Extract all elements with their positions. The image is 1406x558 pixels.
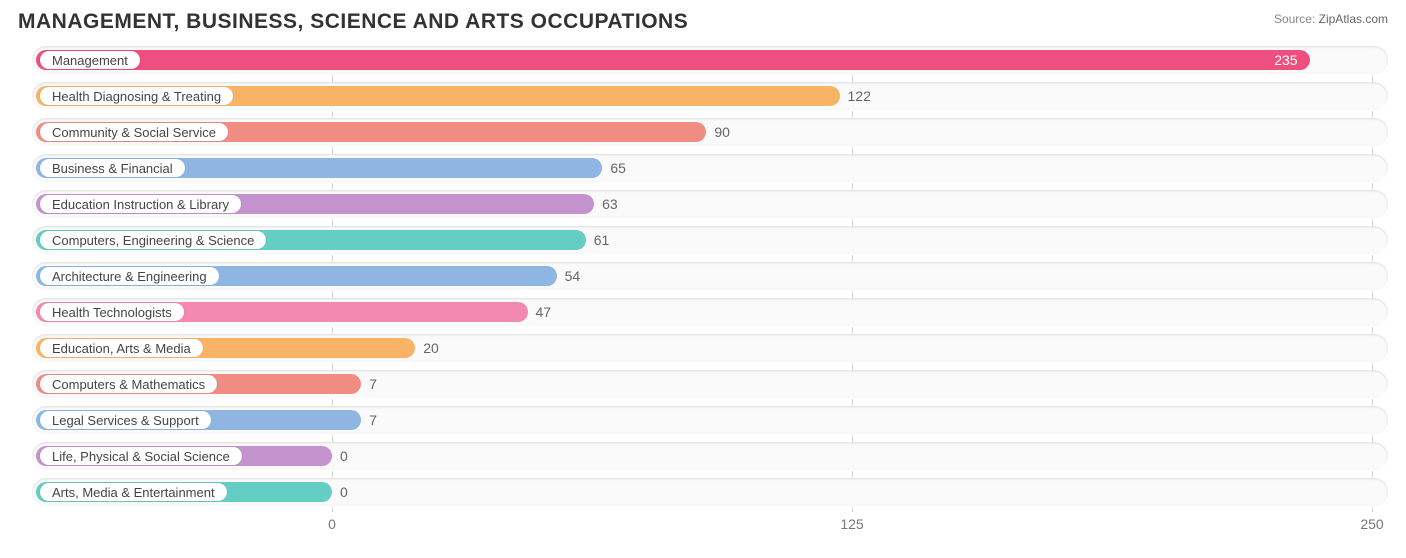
bar-label-pill: Community & Social Service [40,123,228,141]
bar-value: 7 [361,406,377,434]
bar-row: Computers & Mathematics 7 [32,370,1388,398]
x-tick: 250 [1360,516,1383,532]
bar-value: 20 [415,334,439,362]
source-prefix: Source: [1274,12,1315,26]
bar-row: Education, Arts & Media 20 [32,334,1388,362]
bar-chart: 235 Management Health Diagnosing & Treatin… [18,46,1388,536]
bar-value: 65 [602,154,626,182]
chart-title: MANAGEMENT, BUSINESS, SCIENCE AND ARTS O… [18,10,688,34]
bar-row: Legal Services & Support 7 [32,406,1388,434]
bar-row: Computers, Engineering & Science 61 [32,226,1388,254]
chart-source: Source: ZipAtlas.com [1274,10,1388,26]
x-axis: 0 125 250 [32,514,1388,536]
bar-fill: 235 [36,50,1310,70]
bar-label-pill: Education, Arts & Media [40,339,203,357]
bar-label-pill: Health Diagnosing & Treating [40,87,233,105]
bar-value: 63 [594,190,618,218]
bar-value: 235 [1274,50,1297,70]
bar-value: 54 [557,262,581,290]
plot-area: 235 Management Health Diagnosing & Treatin… [32,46,1388,536]
bar-value: 47 [528,298,552,326]
bar-label-pill: Arts, Media & Entertainment [40,483,227,501]
bar-row: Community & Social Service 90 [32,118,1388,146]
x-tick: 125 [840,516,863,532]
bar-value: 90 [706,118,730,146]
bar-row: Life, Physical & Social Science 0 [32,442,1388,470]
x-tick: 0 [328,516,336,532]
bar-label-pill: Architecture & Engineering [40,267,219,285]
bar-value: 0 [332,478,348,506]
bar-label-pill: Business & Financial [40,159,185,177]
bar-value: 0 [332,442,348,470]
bar-row: Health Diagnosing & Treating 122 [32,82,1388,110]
bar-label-pill: Legal Services & Support [40,411,211,429]
bar-label-pill: Health Technologists [40,303,184,321]
bar-value: 61 [586,226,610,254]
bar-row: Arts, Media & Entertainment 0 [32,478,1388,506]
bar-label-pill: Computers & Mathematics [40,375,217,393]
source-brand: ZipAtlas.com [1319,12,1388,26]
bar-row: Business & Financial 65 [32,154,1388,182]
bar-value: 122 [840,82,871,110]
bar-value: 7 [361,370,377,398]
bar-label-pill: Education Instruction & Library [40,195,241,213]
bar-label-pill: Life, Physical & Social Science [40,447,242,465]
bar-row: Architecture & Engineering 54 [32,262,1388,290]
bar-row: Health Technologists 47 [32,298,1388,326]
chart-header: MANAGEMENT, BUSINESS, SCIENCE AND ARTS O… [18,10,1388,34]
bar-label-pill: Management [40,51,140,69]
bar-row: Education Instruction & Library 63 [32,190,1388,218]
bar-row: 235 Management [32,46,1388,74]
bar-label-pill: Computers, Engineering & Science [40,231,266,249]
